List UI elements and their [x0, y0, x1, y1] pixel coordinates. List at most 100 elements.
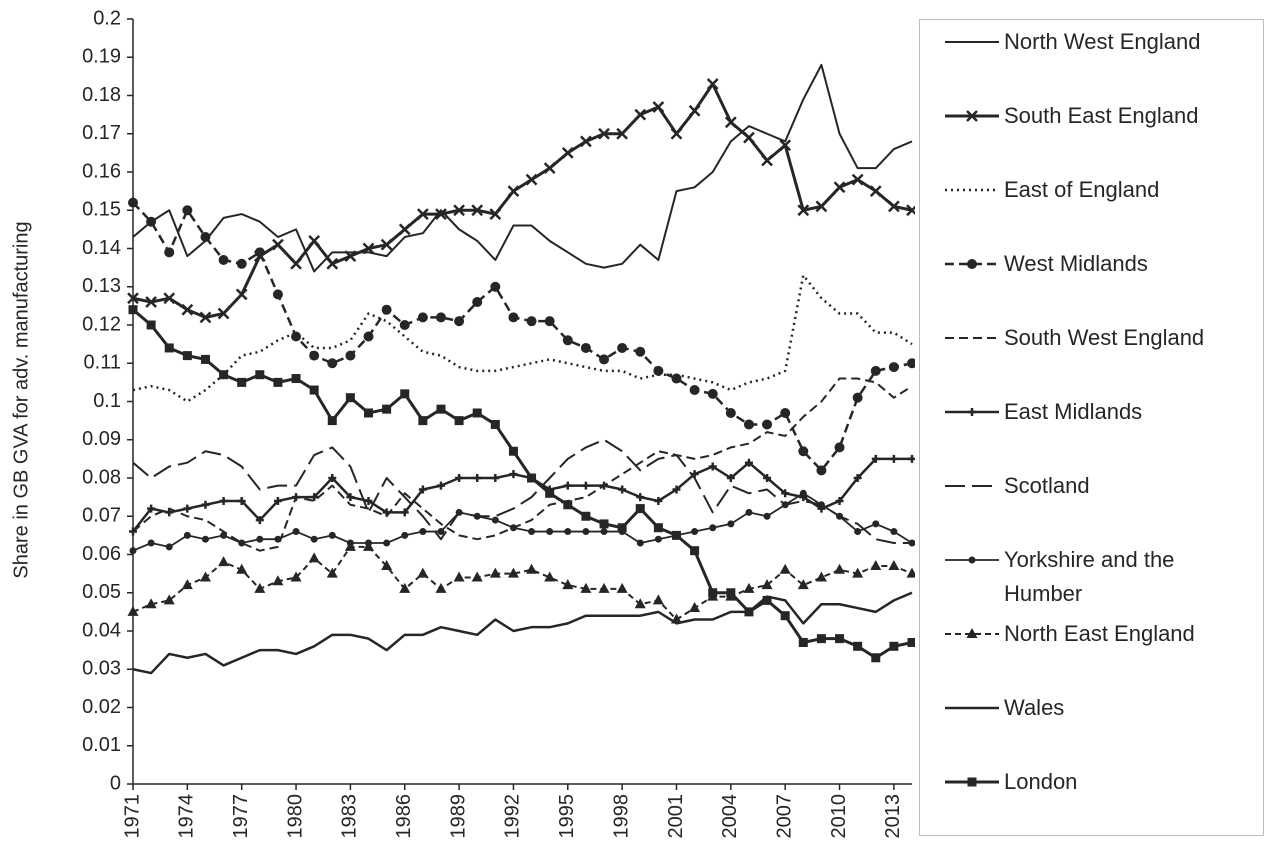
y-tick-label: 0.2	[93, 7, 121, 29]
marker	[309, 350, 320, 361]
marker	[254, 247, 265, 258]
marker	[743, 131, 755, 144]
x-tick-label: 2013	[882, 794, 904, 839]
marker	[399, 582, 411, 593]
marker	[145, 598, 157, 609]
marker	[507, 567, 519, 578]
marker	[599, 519, 609, 529]
marker	[672, 485, 681, 494]
marker	[344, 250, 357, 263]
legend-swatch	[945, 259, 999, 269]
y-tick-label: 0.04	[82, 619, 121, 641]
marker	[272, 289, 283, 300]
y-tick-label: 0.1	[93, 390, 121, 412]
marker	[781, 501, 789, 509]
marker	[906, 567, 915, 578]
marker	[435, 582, 447, 593]
marker	[762, 595, 772, 605]
y-tick-label: 0.18	[82, 84, 121, 106]
marker	[707, 388, 718, 399]
x-tick-label: 1980	[284, 794, 306, 839]
marker	[853, 641, 863, 651]
legend-entry: West Midlands	[944, 247, 1254, 281]
marker	[816, 634, 826, 644]
marker	[890, 528, 898, 536]
legend-entry: London	[944, 765, 1254, 799]
marker	[362, 242, 375, 255]
marker	[308, 552, 320, 563]
marker	[237, 496, 246, 505]
marker	[200, 354, 210, 364]
marker	[598, 582, 610, 593]
series-line	[132, 545, 913, 621]
marker	[617, 342, 628, 353]
marker	[834, 563, 846, 574]
x-tick-label: 1995	[556, 794, 578, 839]
y-tick-label: 0.11	[84, 352, 121, 374]
marker	[400, 389, 410, 399]
marker	[888, 559, 900, 570]
marker	[235, 288, 248, 301]
marker	[219, 370, 229, 380]
marker	[399, 320, 410, 330]
legend-label: East of England	[1004, 177, 1160, 202]
marker	[907, 637, 915, 647]
marker	[291, 331, 302, 342]
marker	[708, 462, 717, 471]
series-line	[132, 201, 913, 472]
marker	[743, 582, 755, 593]
marker	[219, 496, 228, 505]
marker	[218, 556, 230, 567]
marker	[310, 535, 318, 543]
legend-entry: Wales	[944, 691, 1254, 725]
marker	[183, 531, 191, 539]
marker	[381, 304, 392, 315]
marker	[889, 641, 899, 651]
marker	[199, 311, 212, 324]
marker	[889, 454, 898, 463]
marker	[563, 500, 573, 510]
marker	[272, 238, 284, 251]
chart: Share in GB GVA for adv. manufacturing 0…	[10, 7, 915, 839]
marker	[817, 501, 825, 509]
marker	[780, 407, 791, 418]
marker	[726, 474, 735, 482]
legend-label: Scotland	[1004, 473, 1090, 498]
marker	[182, 351, 192, 361]
legend-swatch	[945, 628, 999, 638]
marker	[326, 567, 338, 578]
marker	[380, 238, 393, 251]
marker	[182, 205, 193, 216]
marker	[871, 653, 881, 663]
legend-entry: South West England	[944, 321, 1254, 355]
marker	[618, 485, 627, 494]
marker	[163, 594, 175, 605]
marker	[743, 419, 754, 430]
marker	[346, 493, 355, 502]
legend-label: South West England	[1004, 325, 1205, 350]
y-tick-label: 0.02	[82, 696, 121, 718]
marker	[689, 385, 700, 396]
marker	[653, 523, 663, 533]
marker	[292, 528, 300, 536]
marker	[869, 185, 882, 198]
marker	[799, 489, 807, 497]
marker	[967, 777, 977, 787]
marker	[763, 474, 772, 482]
legend-swatch	[945, 110, 999, 122]
marker	[966, 628, 978, 638]
x-tick-label: 1971	[121, 794, 143, 839]
x-tick-label: 2007	[773, 794, 795, 839]
marker	[471, 204, 484, 217]
marker	[326, 257, 339, 270]
legend-entry: North East England	[944, 617, 1254, 651]
marker	[654, 496, 663, 505]
legend-label: Wales	[1004, 695, 1065, 720]
marker	[418, 485, 427, 494]
marker	[489, 567, 501, 578]
series-line	[132, 308, 913, 660]
marker	[363, 331, 374, 342]
marker	[671, 373, 682, 384]
marker	[709, 524, 717, 532]
marker	[238, 539, 246, 547]
